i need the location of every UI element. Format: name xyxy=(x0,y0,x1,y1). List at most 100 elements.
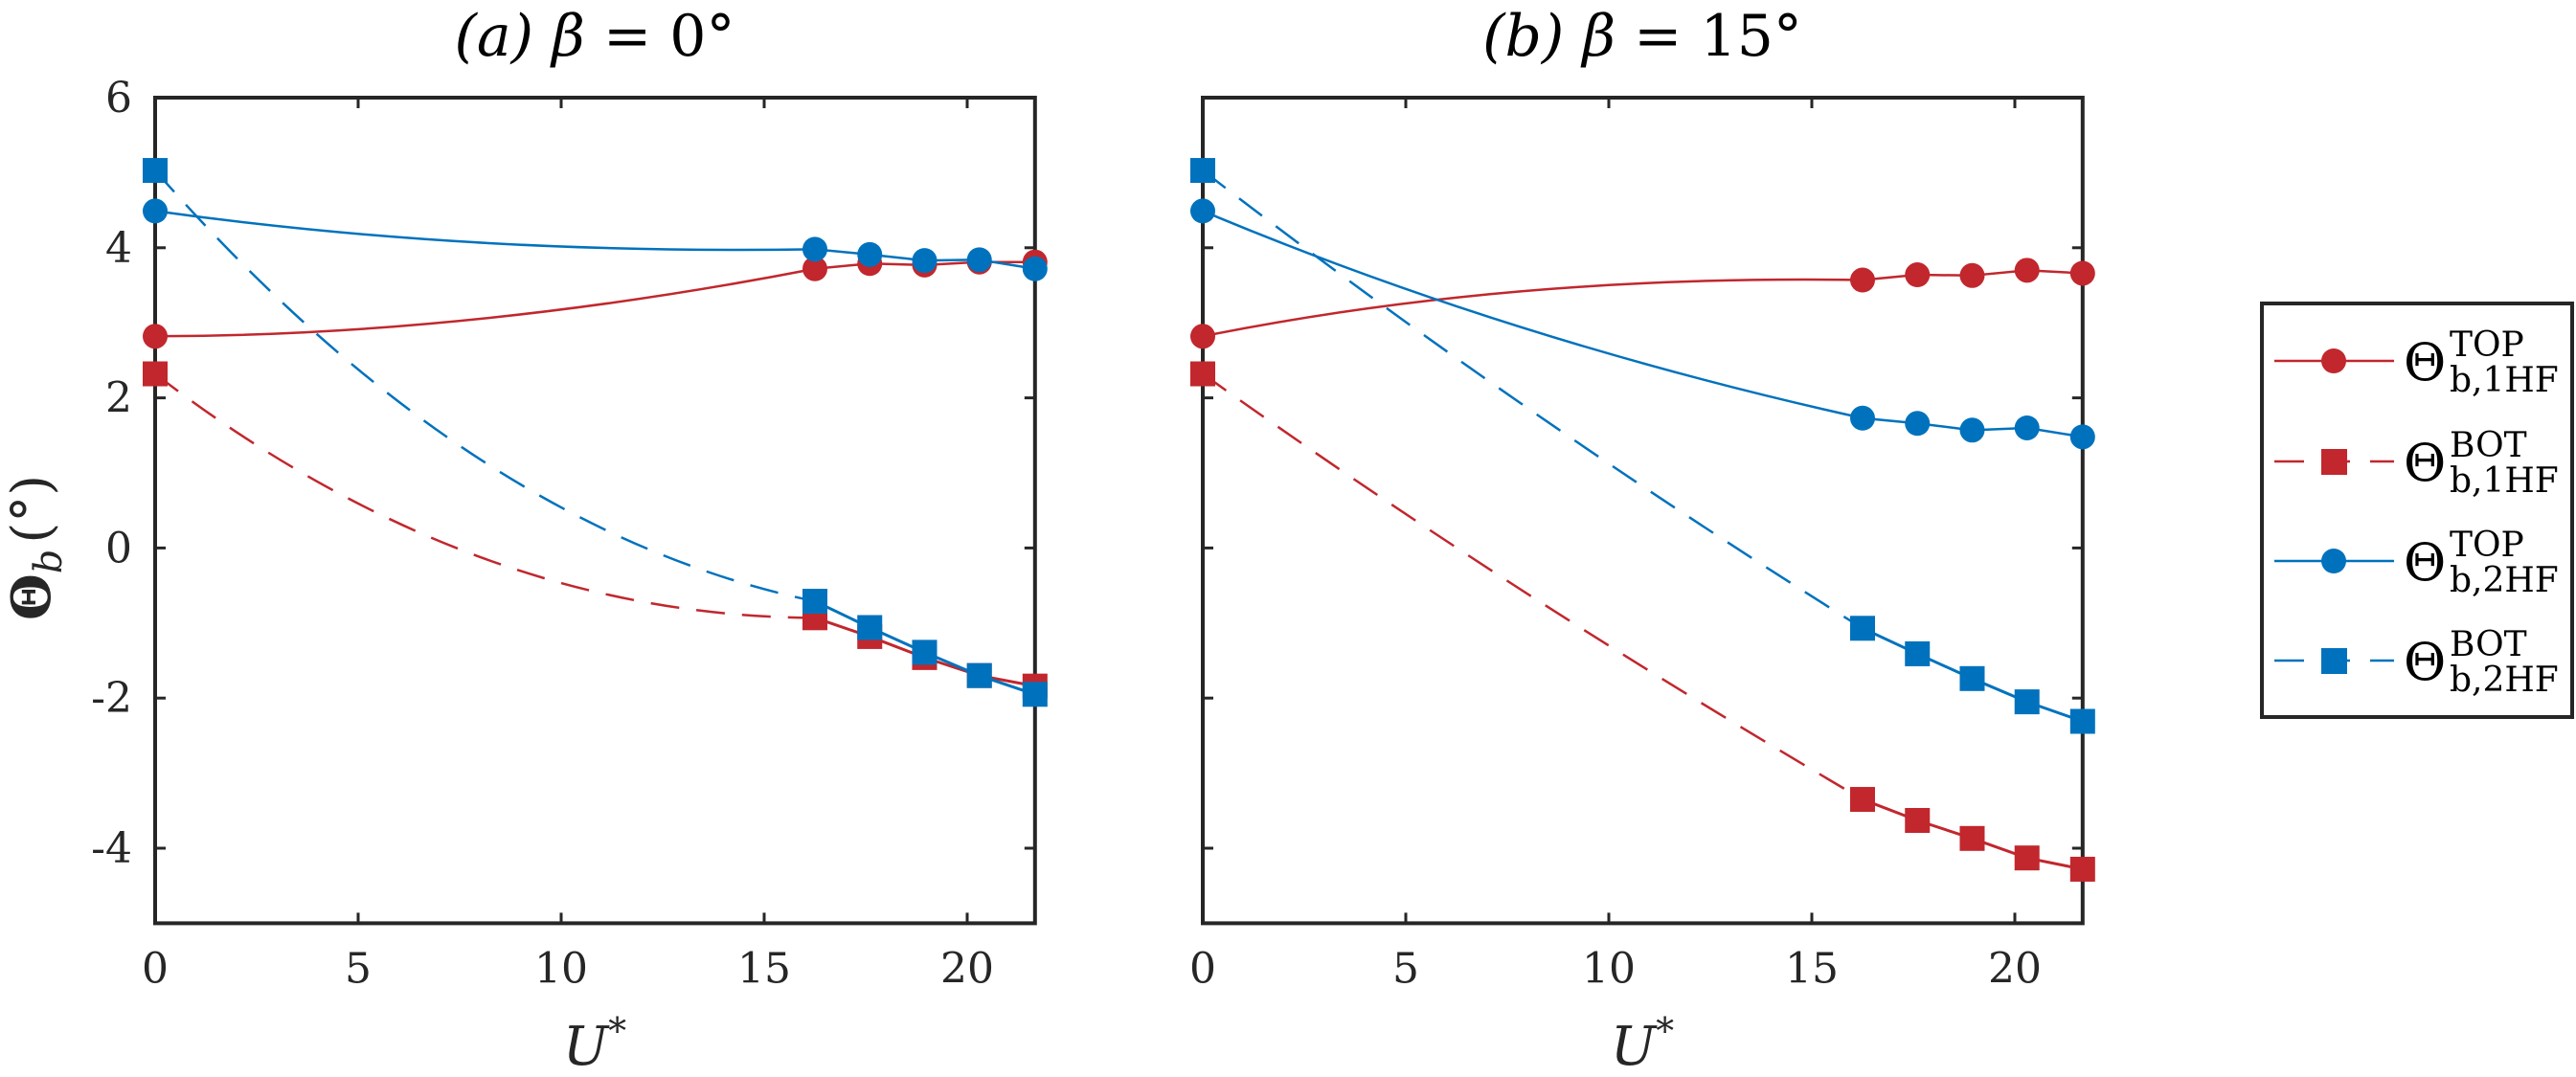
data-point xyxy=(1190,324,1215,349)
y-tick-label: 2 xyxy=(105,374,132,423)
legend-symbol: Θ xyxy=(2404,632,2446,692)
data-point xyxy=(2069,708,2095,734)
data-point xyxy=(1959,825,1985,851)
data-point xyxy=(1905,807,1931,833)
data-point xyxy=(802,236,827,262)
panel-b-x-axis-label: U* xyxy=(1611,1010,1674,1077)
x-tick-label: 20 xyxy=(1988,944,2042,993)
x-tick-label: 5 xyxy=(1392,944,1419,993)
data-point xyxy=(912,248,938,274)
data-point xyxy=(1190,361,1215,387)
legend-symbol: Θ xyxy=(2404,532,2446,593)
legend-subscript: b,1HF xyxy=(2450,461,2559,501)
x-tick-label: 15 xyxy=(737,944,791,993)
legend-box xyxy=(2260,302,2574,719)
data-point xyxy=(1850,405,1875,431)
legend-marker-square xyxy=(2321,648,2347,674)
data-point xyxy=(1022,682,1048,707)
series-line xyxy=(154,260,1035,338)
x-tick-label: 20 xyxy=(940,944,994,993)
series-line xyxy=(1202,269,2083,338)
data-point xyxy=(2069,260,2095,286)
legend-marker-circle xyxy=(2321,348,2346,373)
y-tick-label: 6 xyxy=(105,74,132,123)
data-point xyxy=(966,247,992,273)
y-tick-label: -4 xyxy=(91,824,132,873)
x-tick-label: 5 xyxy=(345,944,372,993)
series-fit-line xyxy=(1202,169,1864,630)
data-point xyxy=(966,662,992,688)
series-fit-line xyxy=(154,372,816,619)
y-tick-label: -2 xyxy=(91,674,132,723)
data-point xyxy=(143,361,168,387)
data-point xyxy=(857,241,883,267)
data-point xyxy=(2014,845,2040,871)
y-tick-label: 0 xyxy=(105,524,132,572)
panel-b: 0 5 10 15 20 xyxy=(1189,96,2095,993)
legend-symbol: Θ xyxy=(2404,332,2446,393)
series--b-2hf-top xyxy=(1190,198,2095,450)
legend-superscript: TOP xyxy=(2450,526,2524,565)
data-point xyxy=(143,324,168,349)
y-tick-label: 4 xyxy=(105,224,132,273)
data-point xyxy=(857,615,883,640)
data-point xyxy=(1959,417,1985,443)
plot-area-frame xyxy=(1201,96,2085,926)
panel-a-title: (a) β = 0° xyxy=(455,3,735,70)
series--b-1hf-top xyxy=(1190,258,2095,349)
series-line xyxy=(154,210,1036,270)
x-tick-label: 10 xyxy=(534,944,588,993)
legend-subscript: b,2HF xyxy=(2450,561,2559,600)
legend-superscript: BOT xyxy=(2450,625,2527,664)
series--b-1hf-bot xyxy=(1190,361,2095,882)
x-tick-label: 15 xyxy=(1785,944,1839,993)
series--b-2hf-top xyxy=(143,198,1048,281)
data-point xyxy=(1959,262,1985,288)
data-point xyxy=(1190,198,1215,224)
legend-subscript: b,2HF xyxy=(2450,661,2559,700)
data-point xyxy=(1850,787,1875,813)
series-fit-line xyxy=(1202,372,1864,801)
data-point xyxy=(802,589,827,615)
legend-marker-circle xyxy=(2321,549,2346,573)
legend-superscript: BOT xyxy=(2450,426,2527,465)
legend-superscript: TOP xyxy=(2450,325,2524,365)
data-point xyxy=(1850,267,1875,293)
series-line xyxy=(1202,210,2084,438)
legend-symbol: Θ xyxy=(2404,433,2446,493)
y-axis-label: Θb(°) xyxy=(0,475,71,620)
plot-area-frame xyxy=(153,96,1037,926)
data-point xyxy=(2014,415,2040,440)
svg-text:Θb(°): Θb(°) xyxy=(0,475,71,620)
data-point xyxy=(1905,262,1931,288)
data-point xyxy=(2014,258,2040,283)
x-tick-label: 10 xyxy=(1582,944,1636,993)
series--b-2hf-bot xyxy=(143,158,1048,707)
data-point xyxy=(1850,616,1875,641)
data-point xyxy=(1905,640,1931,666)
series--b-2hf-bot xyxy=(1190,158,2095,734)
x-tick-label: 0 xyxy=(142,944,169,993)
data-point xyxy=(2069,424,2095,450)
panel-b-title: (b) β = 15° xyxy=(1482,3,1802,70)
data-point xyxy=(912,639,938,665)
legend-marker-square xyxy=(2321,449,2347,475)
series-fit-line xyxy=(154,169,816,603)
legend-subscript: b,1HF xyxy=(2450,361,2559,400)
data-point xyxy=(143,158,168,184)
data-point xyxy=(1022,256,1048,281)
data-point xyxy=(2014,689,2040,715)
data-point xyxy=(143,198,168,224)
data-point xyxy=(1905,411,1931,437)
data-point xyxy=(2069,856,2095,882)
x-tick-label: 0 xyxy=(1189,944,1216,993)
data-point xyxy=(1190,158,1215,184)
data-point xyxy=(1959,665,1985,691)
